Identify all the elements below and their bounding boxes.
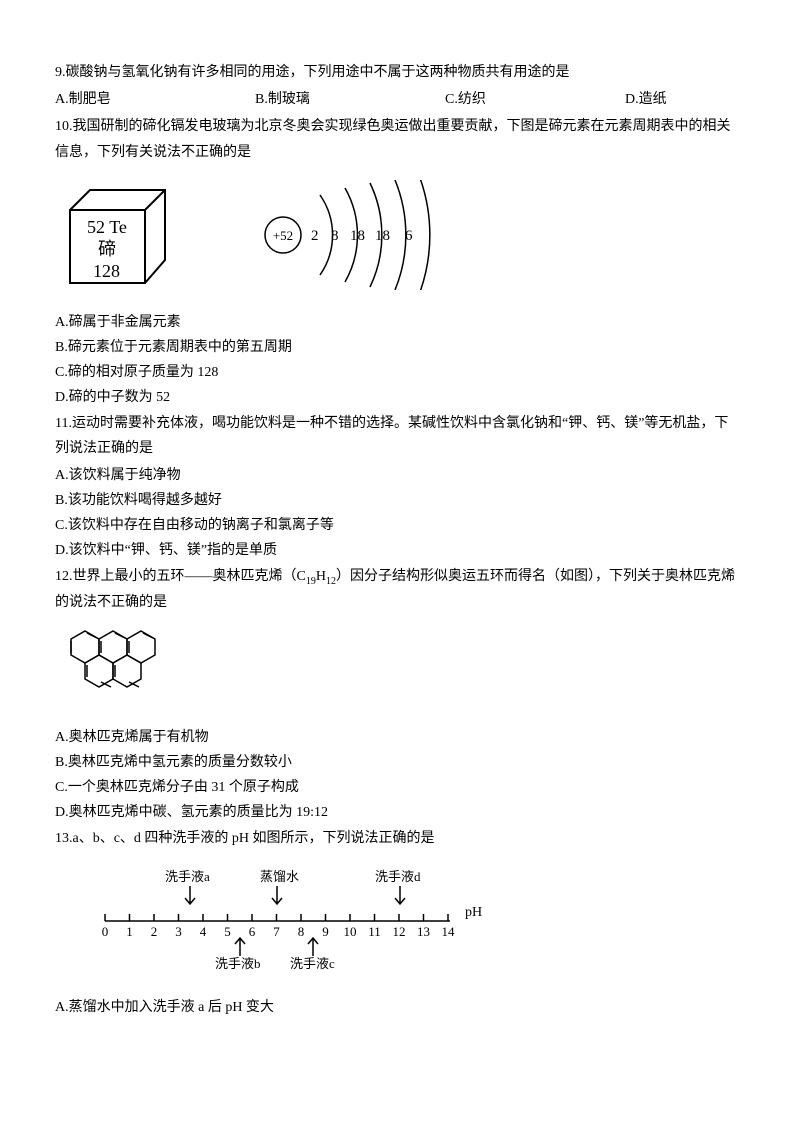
q13-options: A.蒸馏水中加入洗手液 a 后 pH 变大 <box>55 995 738 1020</box>
svg-text:1: 1 <box>126 924 133 939</box>
q11-d: D.该饮料中“钾、钙、镁”指的是单质 <box>55 538 738 563</box>
olympicene-icon <box>65 626 738 715</box>
svg-text:12: 12 <box>393 924 406 939</box>
q9-stem: 9.碳酸钠与氢氧化钠有许多相同的用途，下列用途中不属于这两种物质共有用途的是 <box>55 60 738 85</box>
svg-text:2: 2 <box>151 924 158 939</box>
q10-b: B.碲元素位于元素周期表中的第五周期 <box>55 335 738 360</box>
q11-a: A.该饮料属于纯净物 <box>55 463 738 488</box>
q10-d: D.碲的中子数为 52 <box>55 385 738 410</box>
shell-3: 18 <box>350 228 365 244</box>
svg-text:14: 14 <box>442 924 456 939</box>
atom-structure-icon: +52 2 8 18 18 6 <box>245 180 465 299</box>
q10-stem: 10.我国研制的碲化镉发电玻璃为北京冬奥会实现绿色奥运做出重要贡献，下图是碲元素… <box>55 114 738 164</box>
label-liquid-b: 洗手液b <box>215 956 261 971</box>
q11-stem: 11.运动时需要补充体液，喝功能饮料是一种不错的选择。某碱性饮料中含氯化钠和“钾… <box>55 411 738 461</box>
ph-label: pH <box>465 905 482 920</box>
q12-b: B.奥林匹克烯中氢元素的质量分数较小 <box>55 750 738 775</box>
svg-text:8: 8 <box>298 924 305 939</box>
q12-stem: 12.世界上最小的五环——奥林匹克烯（C19H12）因分子结构形似奥运五环而得名… <box>55 564 738 616</box>
cube-cn: 碲 <box>98 239 116 259</box>
label-distilled: 蒸馏水 <box>260 869 299 884</box>
q13-a: A.蒸馏水中加入洗手液 a 后 pH 变大 <box>55 995 738 1020</box>
shell-2: 8 <box>331 228 339 244</box>
q12-options: A.奥林匹克烯属于有机物 B.奥林匹克烯中氢元素的质量分数较小 C.一个奥林匹克… <box>55 725 738 826</box>
q9-a: A.制肥皂 <box>55 87 255 112</box>
q10-options: A.碲属于非金属元素 B.碲元素位于元素周期表中的第五周期 C.碲的相对原子质量… <box>55 310 738 411</box>
q12-a: A.奥林匹克烯属于有机物 <box>55 725 738 750</box>
svg-text:11: 11 <box>368 924 381 939</box>
label-liquid-a: 洗手液a <box>165 869 210 884</box>
cube-num: 52 <box>87 217 105 237</box>
svg-text:0: 0 <box>102 924 109 939</box>
svg-text:4: 4 <box>200 924 207 939</box>
element-cube-icon: 52 Te 碲 128 <box>65 185 175 304</box>
q12-c: C.一个奥林匹克烯分子由 31 个原子构成 <box>55 775 738 800</box>
ph-scale-diagram: 01234567891011121314 pH 洗手液a 蒸馏水 洗手液d 洗手… <box>95 866 738 980</box>
q11-b: B.该功能饮料喝得越多越好 <box>55 488 738 513</box>
svg-text:7: 7 <box>273 924 280 939</box>
q10-figure: 52 Te 碲 128 +52 2 8 18 18 6 <box>55 175 738 295</box>
shell-5: 6 <box>405 228 413 244</box>
q12-stem-1: 12.世界上最小的五环——奥林匹克烯（C <box>55 569 306 584</box>
svg-text:10: 10 <box>344 924 357 939</box>
cube-mass: 128 <box>93 261 120 281</box>
q10-a: A.碲属于非金属元素 <box>55 310 738 335</box>
q10-c: C.碲的相对原子质量为 128 <box>55 360 738 385</box>
nucleus-label: +52 <box>273 228 293 243</box>
q13-stem: 13.a、b、c、d 四种洗手液的 pH 如图所示，下列说法正确的是 <box>55 826 738 851</box>
cube-sym: Te <box>109 217 127 237</box>
svg-text:9: 9 <box>322 924 329 939</box>
q11-options: A.该饮料属于纯净物 B.该功能饮料喝得越多越好 C.该饮料中存在自由移动的钠离… <box>55 463 738 564</box>
q11-c: C.该饮料中存在自由移动的钠离子和氯离子等 <box>55 513 738 538</box>
svg-text:5: 5 <box>224 924 231 939</box>
q9-options: A.制肥皂 B.制玻璃 C.纺织 D.造纸 <box>55 87 738 112</box>
shell-1: 2 <box>311 228 319 244</box>
label-liquid-c: 洗手液c <box>290 956 335 971</box>
q12-d: D.奥林匹克烯中碳、氢元素的质量比为 19:12 <box>55 800 738 825</box>
q9-b: B.制玻璃 <box>255 87 445 112</box>
svg-text:13: 13 <box>417 924 430 939</box>
label-liquid-d: 洗手液d <box>375 869 421 884</box>
svg-text:6: 6 <box>249 924 256 939</box>
q12-sub1: 19 <box>306 575 316 586</box>
q9-c: C.纺织 <box>445 87 625 112</box>
q12-sub2: 12 <box>326 575 336 586</box>
q12-stem-2: H <box>316 569 326 584</box>
q9-d: D.造纸 <box>625 87 738 112</box>
shell-4: 18 <box>375 228 390 244</box>
svg-text:52 Te: 52 Te <box>87 217 127 237</box>
svg-text:3: 3 <box>175 924 182 939</box>
